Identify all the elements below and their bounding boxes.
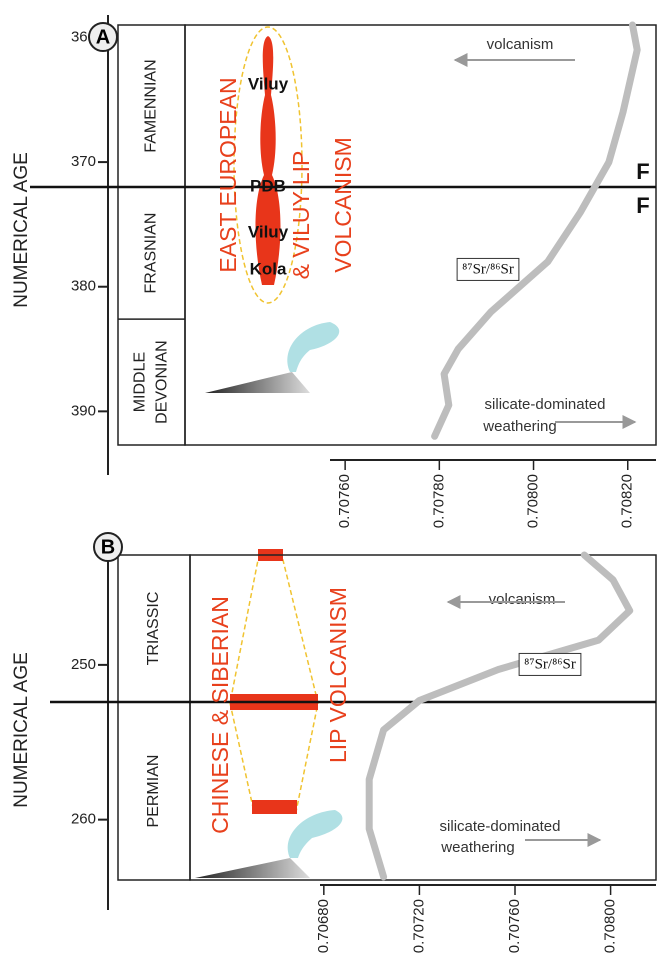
lip-label: EAST EUROPEAN	[215, 77, 241, 272]
y-axis-title: NUMERICAL AGE	[11, 152, 32, 308]
stage-label: DEVONIAN	[154, 340, 171, 424]
x-tick-label: 0.70680	[315, 899, 332, 953]
event-label: PDB	[250, 176, 286, 195]
y-tick-label: 250	[71, 656, 96, 673]
x-tick-label: 0.70780	[430, 474, 447, 528]
lip-label: CHINESE & SIBERIAN	[207, 596, 233, 834]
x-tick-label: 0.70760	[506, 899, 523, 953]
x-tick-label: 0.70820	[619, 474, 636, 528]
figure: 3603703803900.707600.707800.708000.70820…	[0, 0, 657, 975]
y-axis-title: NUMERICAL AGE	[11, 652, 32, 808]
stage-label: TRIASSIC	[145, 592, 162, 666]
event-label: Kola	[250, 259, 287, 278]
y-tick-label: 260	[71, 811, 96, 828]
boundary-label: F	[636, 159, 649, 184]
stage-label: MIDDLE	[132, 352, 149, 412]
event-label: Viluy	[248, 222, 289, 241]
x-tick-label: 0.70720	[410, 899, 427, 953]
plot-frame	[190, 555, 656, 880]
y-tick-label: 380	[71, 278, 96, 295]
plume	[288, 810, 343, 858]
volcano	[205, 372, 310, 393]
x-tick-label: 0.70800	[602, 899, 619, 953]
x-tick-label: 0.70800	[525, 474, 542, 528]
lip-shape	[256, 36, 281, 285]
weathering-label: silicate-dominated	[485, 396, 606, 413]
y-tick-label: 370	[71, 153, 96, 170]
stage-label: FRASNIAN	[143, 213, 160, 294]
lip-label: VOLCANISM	[330, 137, 356, 272]
weathering-label: weathering	[482, 418, 556, 435]
x-tick-label: 0.70760	[336, 474, 353, 528]
boundary-label: F	[636, 193, 649, 218]
lip-bar	[252, 800, 297, 814]
weathering-label: weathering	[440, 839, 514, 856]
lip-label: & VILUY LIP	[288, 151, 314, 280]
legend-label: ⁸⁷Sr/⁸⁶Sr	[524, 656, 576, 672]
lip-outline	[230, 560, 318, 812]
volcano	[195, 858, 310, 878]
stage-label: PERMIAN	[145, 755, 162, 828]
lip-label: LIP VOLCANISM	[325, 587, 351, 763]
stage-label: FAMENNIAN	[143, 59, 160, 152]
plume	[287, 322, 339, 372]
panel-label: B	[101, 536, 115, 558]
panel-label: A	[96, 26, 110, 48]
volcanism-label: volcanism	[487, 36, 554, 53]
volcanism-label: volcanism	[489, 591, 556, 608]
legend-label: ⁸⁷Sr/⁸⁶Sr	[462, 261, 514, 277]
weathering-label: silicate-dominated	[440, 818, 561, 835]
y-tick-label: 390	[71, 402, 96, 419]
event-label: Viluy	[248, 74, 289, 93]
sr-curve	[435, 25, 638, 436]
